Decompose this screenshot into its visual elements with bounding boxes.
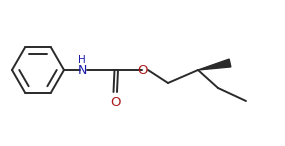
Text: H: H bbox=[78, 55, 86, 65]
Text: N: N bbox=[77, 64, 87, 77]
Text: O: O bbox=[138, 64, 148, 77]
Text: O: O bbox=[110, 96, 121, 109]
Polygon shape bbox=[198, 59, 231, 70]
